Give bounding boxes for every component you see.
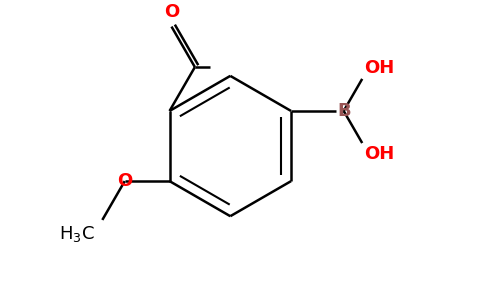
Text: B: B bbox=[338, 102, 351, 120]
Text: O: O bbox=[117, 172, 132, 190]
Text: OH: OH bbox=[364, 59, 394, 77]
Text: O: O bbox=[164, 3, 179, 21]
Text: OH: OH bbox=[364, 145, 394, 163]
Text: H$_3$C: H$_3$C bbox=[59, 224, 94, 244]
